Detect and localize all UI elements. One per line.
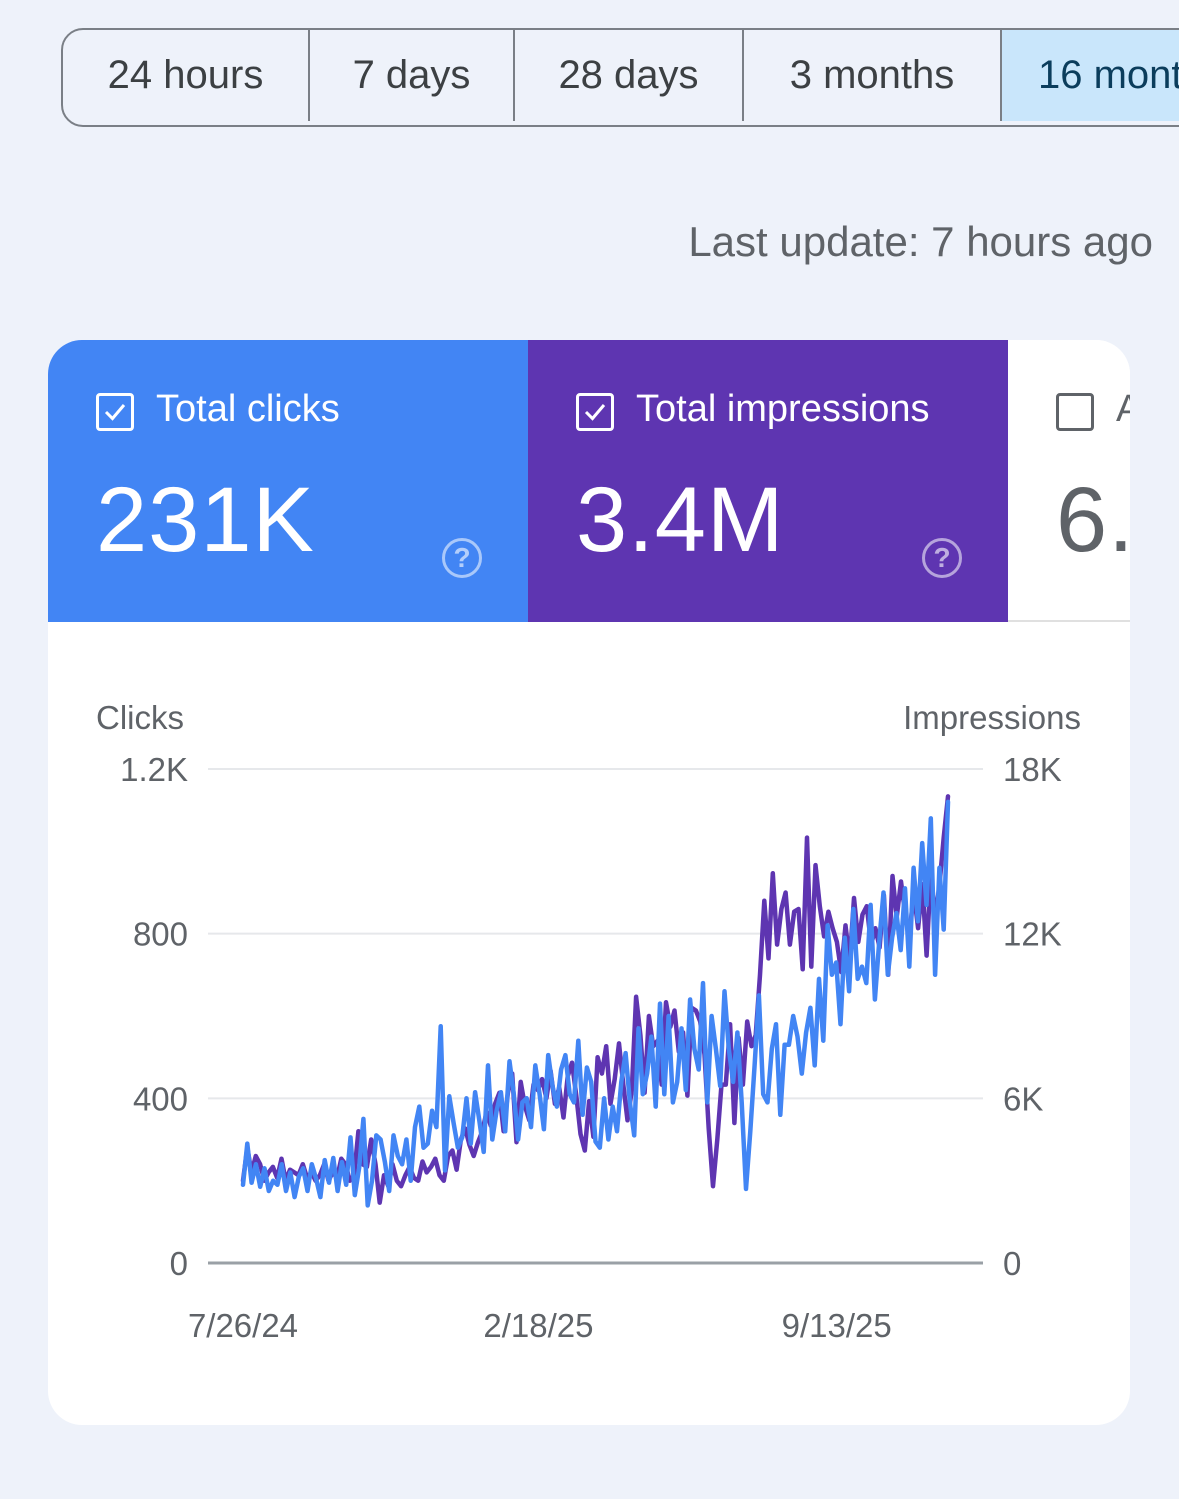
metric-tile-total-clicks[interactable]: Total clicks 231K ? <box>48 340 528 622</box>
checkbox-checked-icon[interactable] <box>96 393 134 431</box>
metric-tiles: Total clicks 231K ? Total impressions 3.… <box>48 340 1130 622</box>
y-axis-left-tick: 0 <box>170 1245 188 1282</box>
y-axis-right-tick: 12K <box>1003 916 1062 953</box>
y-axis-right-tick: 0 <box>1003 1245 1021 1282</box>
metric-tile-average-ctr[interactable]: Average CTR 6.7% <box>1008 340 1130 622</box>
range-option-16-months[interactable]: 16 months <box>1002 30 1179 121</box>
metric-label: Total clicks <box>156 388 340 430</box>
metric-tile-total-impressions[interactable]: Total impressions 3.4M ? <box>528 340 1008 622</box>
range-option-3-months[interactable]: 3 months <box>744 30 1002 121</box>
help-icon[interactable]: ? <box>442 538 482 578</box>
range-option-24-hours[interactable]: 24 hours <box>63 30 310 121</box>
performance-card: Total clicks 231K ? Total impressions 3.… <box>48 340 1130 1425</box>
date-range-selector: 24 hours 7 days 28 days 3 months 16 mont… <box>61 28 1179 127</box>
help-icon[interactable]: ? <box>922 538 962 578</box>
y-axis-left-title: Clicks <box>96 699 184 736</box>
y-axis-left-tick: 800 <box>133 916 188 953</box>
performance-chart: Clicks Impressions 1.2K 800 400 0 18K 12K 6K 0… <box>48 622 1130 1425</box>
range-option-7-days[interactable]: 7 days <box>310 30 515 121</box>
y-axis-left-tick: 1.2K <box>120 751 188 788</box>
metric-label: Average CTR <box>1116 388 1130 430</box>
checkbox-unchecked-icon[interactable] <box>1056 393 1094 431</box>
metric-value: 3.4M <box>576 469 785 571</box>
metric-label: Total impressions <box>636 388 930 430</box>
metric-value: 6.7% <box>1056 469 1130 571</box>
y-axis-left-tick: 400 <box>133 1080 188 1117</box>
series-line-clicks <box>240 799 951 1208</box>
y-axis-right-tick: 18K <box>1003 751 1062 788</box>
metric-value: 231K <box>96 469 315 571</box>
x-axis-tick: 9/13/25 <box>782 1307 892 1344</box>
range-option-28-days[interactable]: 28 days <box>515 30 744 121</box>
x-axis-tick: 7/26/24 <box>188 1307 298 1344</box>
x-axis-tick: 2/18/25 <box>483 1307 593 1344</box>
checkbox-checked-icon[interactable] <box>576 393 614 431</box>
line-chart-svg: Clicks Impressions 1.2K 800 400 0 18K 12K 6K 0… <box>96 699 1081 1344</box>
y-axis-right-title: Impressions <box>903 699 1081 736</box>
y-axis-right-tick: 6K <box>1003 1080 1043 1117</box>
last-update-text: Last update: 7 hours ago <box>688 218 1153 265</box>
